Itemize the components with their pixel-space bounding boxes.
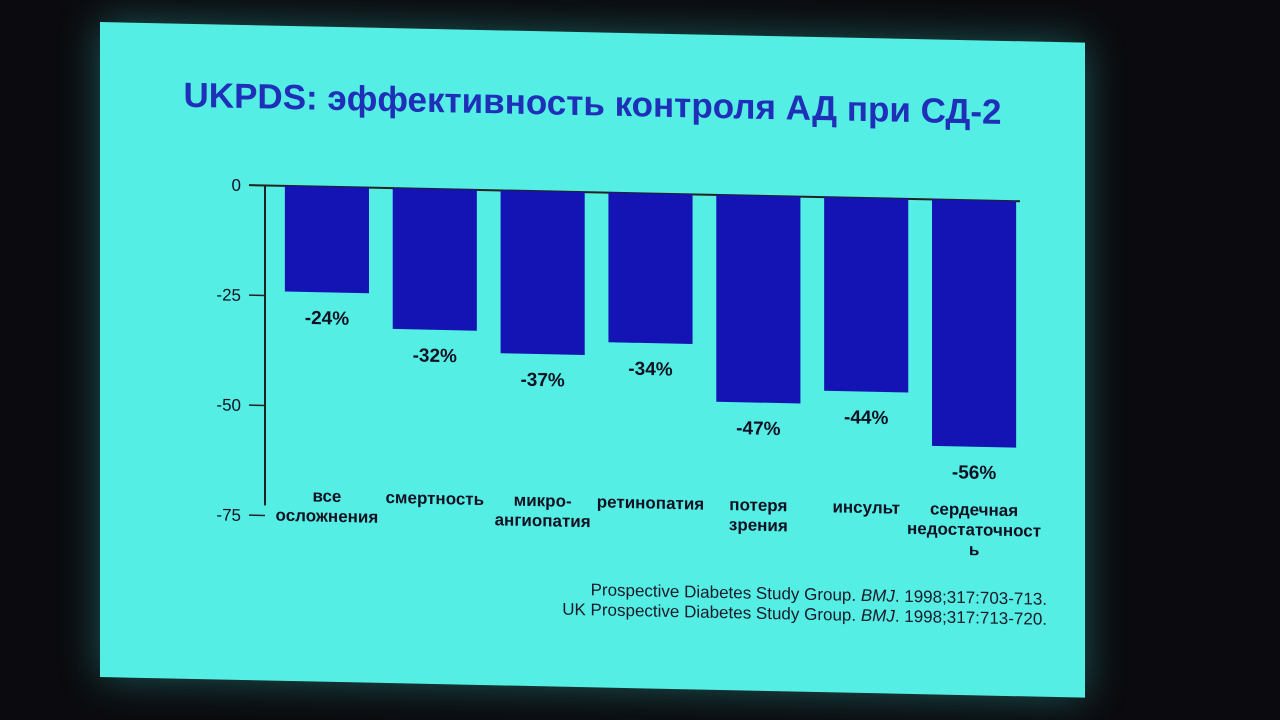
bar-chart-svg: 0 -25 -50 -75 -24% всеосложнения -32% смертност…	[216, 176, 1041, 561]
bar-value-label: -37%	[520, 370, 564, 392]
bar	[716, 194, 801, 404]
bar	[824, 197, 909, 393]
bar	[608, 192, 693, 345]
bar-value-label: -32%	[413, 345, 457, 367]
bar	[500, 190, 585, 355]
y-tick-label: -25	[216, 285, 241, 305]
citation-1-details: . 1998;317:703-713.	[894, 586, 1047, 609]
bar-value-label: -24%	[305, 308, 349, 330]
bar-chart: 0 -25 -50 -75 -24% всеосложнения -32% смертност…	[180, 144, 1060, 582]
category-label: инсульт	[832, 497, 899, 517]
category-label: сердечнаянедостаточность	[907, 499, 1041, 561]
y-tick-label: 0	[232, 176, 241, 195]
bar	[284, 185, 369, 294]
citation-2-details: . 1998;317:713-720.	[894, 606, 1047, 629]
citation-2-journal: BMJ	[860, 605, 895, 626]
citation-1-journal: BMJ	[860, 585, 895, 606]
category-label: всеосложнения	[276, 486, 379, 527]
bar-value-label: -34%	[628, 359, 672, 381]
category-label: потерязрения	[729, 495, 788, 535]
y-tick-label: -75	[216, 505, 241, 525]
citation-block: Prospective Diabetes Study Group. BMJ. 1…	[562, 580, 1047, 630]
presentation-slide: UKPDS: эффективность контроля АД при СД-…	[100, 22, 1085, 698]
bar-value-label: -56%	[952, 462, 996, 484]
slide-title: UKPDS: эффективность контроля АД при СД-…	[183, 75, 1002, 132]
category-label: микро-ангиопатия	[495, 490, 591, 531]
category-label: смертность	[385, 488, 484, 509]
bar-value-label: -47%	[736, 418, 780, 440]
category-label: ретинопатия	[597, 492, 704, 513]
bar-value-label: -44%	[844, 407, 888, 429]
bar	[932, 199, 1017, 448]
bar	[392, 188, 477, 331]
y-tick-label: -50	[216, 395, 241, 415]
